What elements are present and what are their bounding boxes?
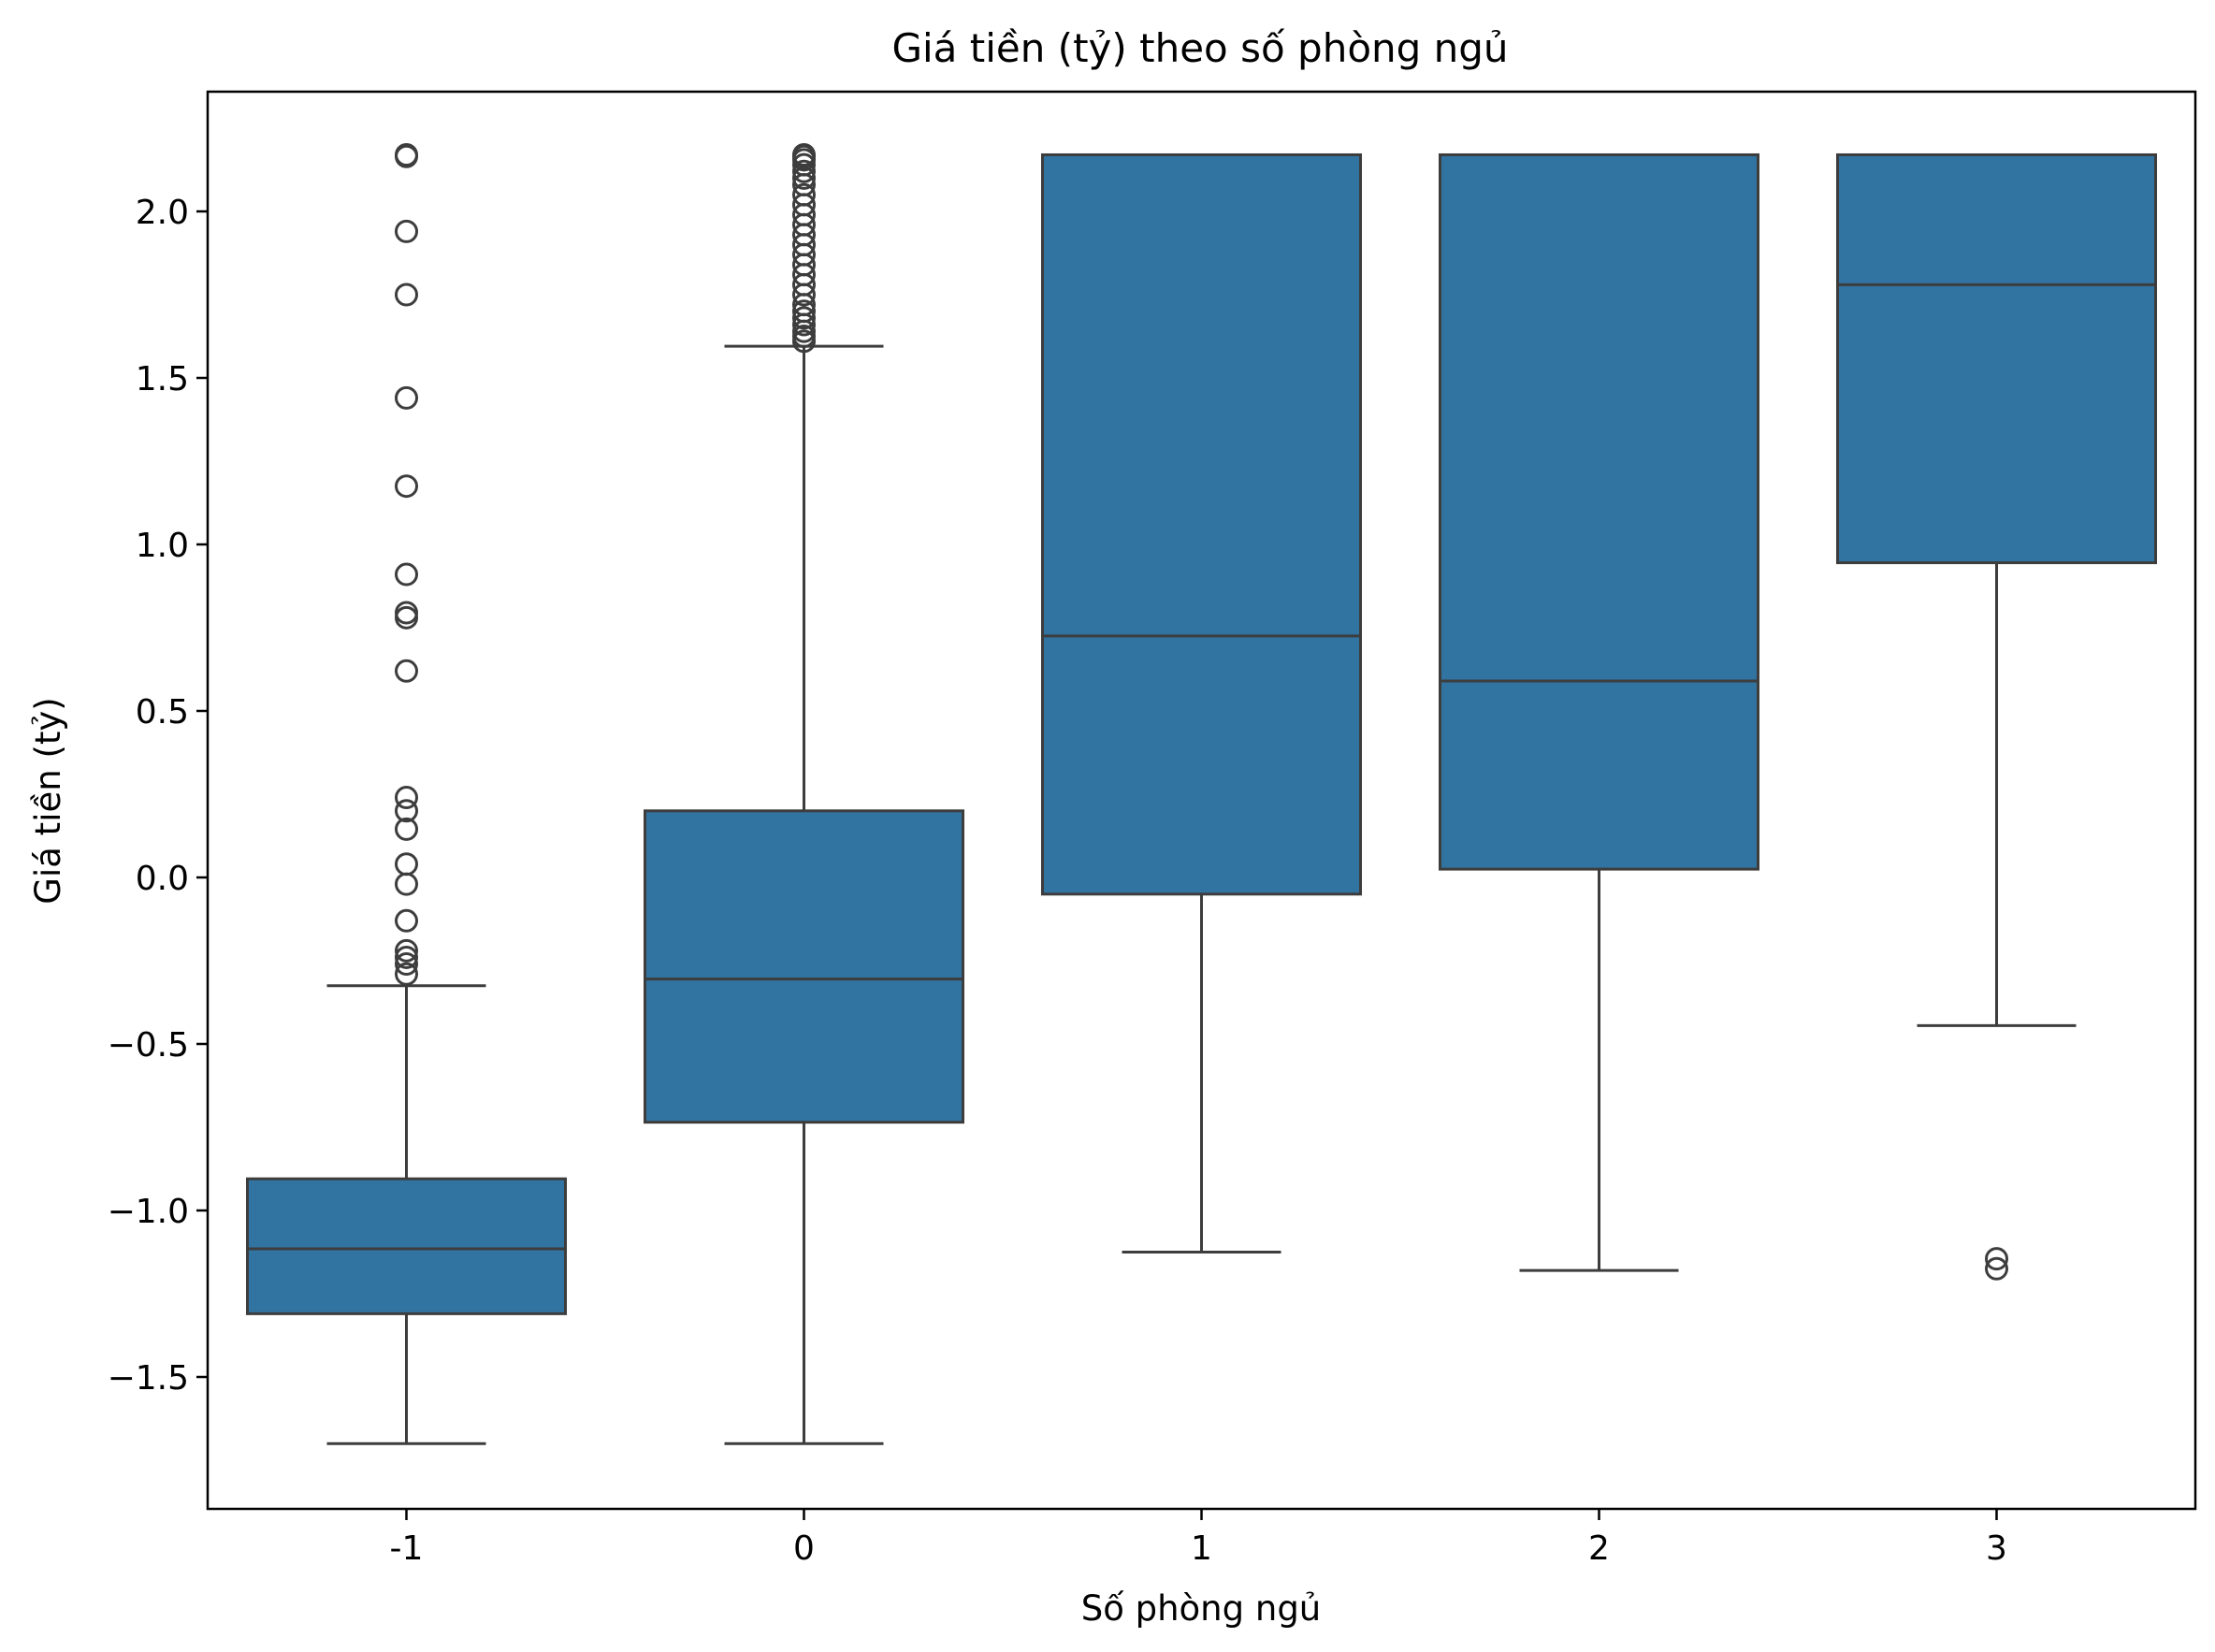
outlier-point [395, 962, 418, 986]
outlier-point [1985, 1247, 2008, 1271]
outlier-point [792, 166, 816, 190]
y-tick-label: 1.5 [136, 360, 189, 399]
outlier-point [395, 786, 418, 810]
x-tick-label: 3 [1986, 1529, 2007, 1568]
outlier-point [395, 219, 418, 243]
outlier-point [395, 474, 418, 499]
y-tick-label: −0.5 [108, 1026, 189, 1065]
x-axis-label: Số phòng ngủ [1081, 1588, 1322, 1629]
y-tick-label: 2.0 [136, 194, 189, 232]
y-tick-label: 1.0 [136, 527, 189, 565]
outlier-point [395, 799, 418, 823]
outlier-point [792, 159, 816, 183]
x-tick-label: 1 [1191, 1529, 1212, 1568]
y-axis-label: Giá tiền (tỷ) [28, 697, 68, 904]
y-tick-label: 0.5 [136, 693, 189, 732]
outlier-point [395, 817, 418, 841]
outlier-point [395, 605, 418, 630]
outlier-point [395, 144, 418, 168]
outlier-point [395, 385, 418, 410]
plot-frame [206, 90, 2197, 1511]
outlier-point [395, 945, 418, 969]
outlier-point [395, 872, 418, 896]
y-tick-label: −1.0 [108, 1193, 189, 1231]
plot-area: −1.5 −1.0 −0.5 0.0 0.5 1.0 1.5 2.0 -1 0 1 2 3 [108, 142, 2157, 1568]
outlier-point [395, 908, 418, 933]
box-iqr [1439, 152, 1759, 871]
y-tick-label: −1.5 [108, 1359, 189, 1398]
outlier-point [395, 283, 418, 307]
x-tick-label: 0 [793, 1529, 815, 1568]
outlier-point [792, 283, 816, 307]
outlier-point [395, 938, 418, 963]
outlier-point [792, 306, 816, 330]
outlier-point [395, 952, 418, 977]
x-tick-label: -1 [390, 1529, 424, 1568]
y-tick-label: 0.0 [136, 860, 189, 898]
box-iqr [1836, 152, 2157, 565]
outlier-point [1985, 1256, 2008, 1281]
box-iqr [246, 1177, 567, 1315]
x-tick-label: 2 [1588, 1529, 1610, 1568]
chart-title: Giá tiền (tỷ) theo số phòng ngủ [891, 25, 1508, 71]
outlier-point [395, 659, 418, 683]
box-iqr [1041, 152, 1362, 896]
outlier-point [792, 312, 816, 337]
outlier-point [395, 562, 418, 587]
outlier-point [792, 329, 816, 354]
box-iqr [644, 809, 964, 1124]
